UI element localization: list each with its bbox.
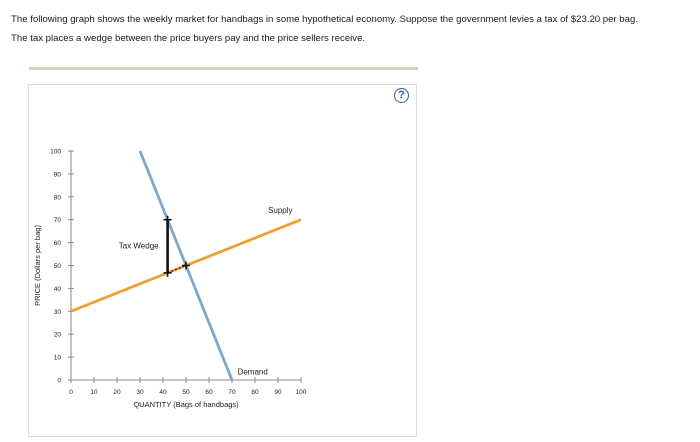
question-text: The following graph shows the weekly mar… [11,10,691,48]
section-divider [29,67,418,70]
graph-panel [28,84,417,437]
question-line-2: The tax places a wedge between the price… [11,33,366,44]
question-line-1: The following graph shows the weekly mar… [11,14,638,25]
help-icon[interactable]: ? [394,88,409,103]
